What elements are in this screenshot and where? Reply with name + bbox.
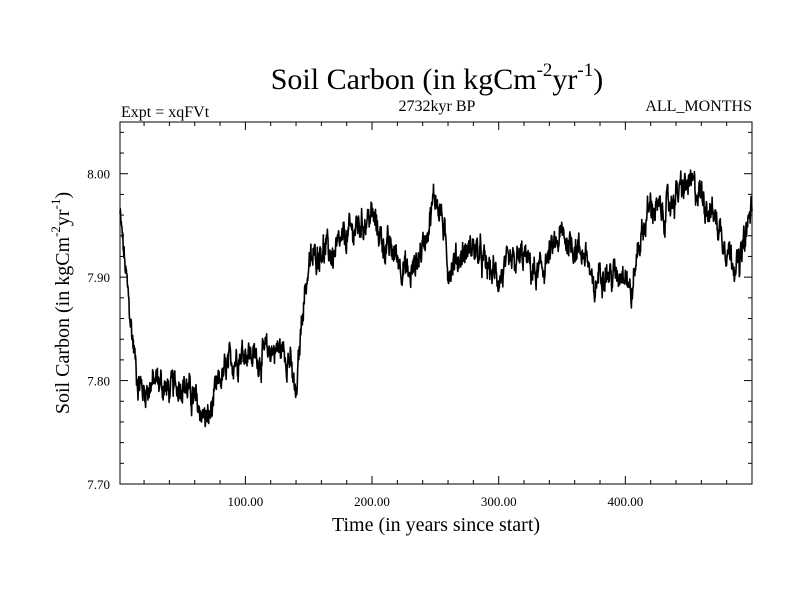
series-line [119,169,753,428]
x-tick-label: 200.00 [354,494,390,509]
experiment-label: Expt = xqFVt [121,104,210,121]
y-tick-label: 7.90 [87,270,110,285]
y-tick-label: 7.70 [87,477,110,492]
x-axis-label: Time (in years since start) [332,514,540,536]
x-tick-label: 300.00 [481,494,517,509]
plot-frame [119,121,753,485]
series-group [119,169,753,428]
y-axis-label: Soil Carbon (in kgCm-2yr-1) [48,192,74,414]
x-tick-label: 100.00 [228,494,264,509]
period-label: 2732kyr BP [399,98,476,115]
months-label: ALL_MONTHS [645,98,752,115]
x-tick-label: 400.00 [607,494,643,509]
chart-title: Soil Carbon (in kgCm-2yr-1) [271,60,604,96]
y-tick-label: 7.80 [87,374,110,389]
y-tick-label: 8.00 [87,167,110,182]
axis-ticks: 100.00 200.00 300.00 400.00 7.70 7.80 7.90 8.00 [87,122,752,509]
